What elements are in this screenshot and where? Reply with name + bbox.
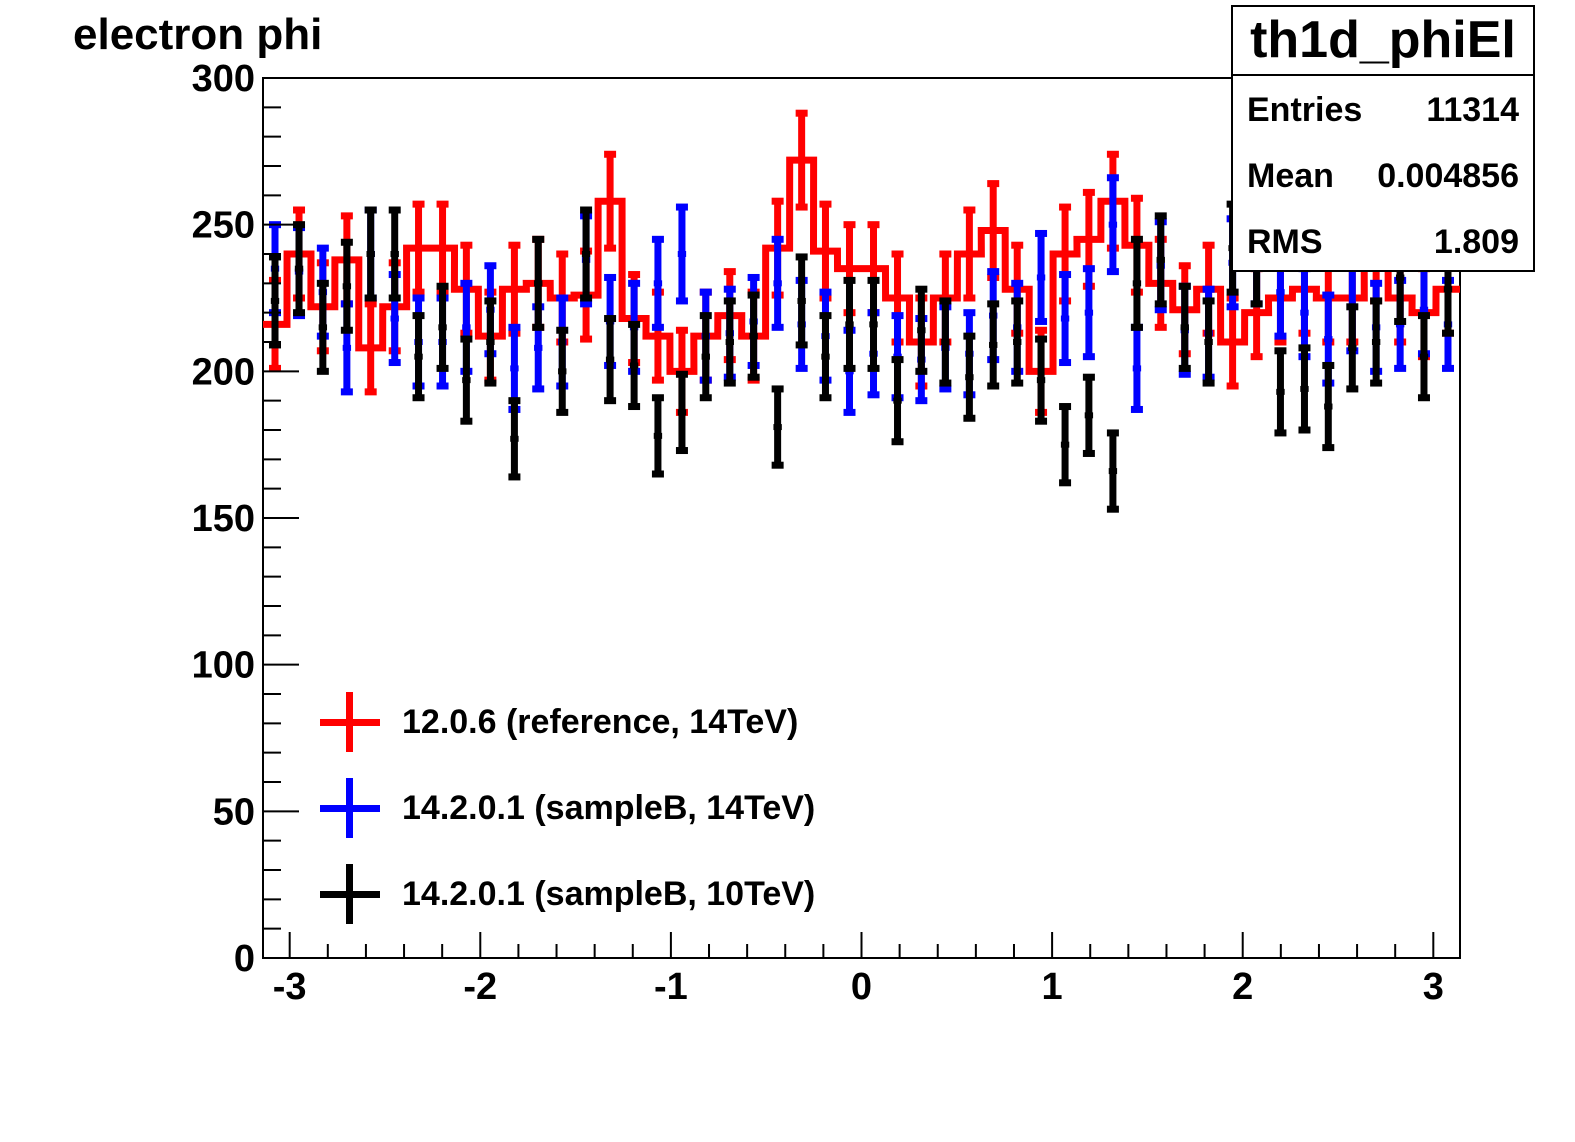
series-2-point	[867, 276, 880, 372]
series-0-point	[364, 300, 377, 396]
series-2-point	[939, 297, 952, 387]
stats-histogram-name: th1d_phiEl	[1233, 7, 1533, 76]
series-2-point	[891, 356, 904, 446]
series-1-point	[651, 235, 664, 331]
series-2-point	[460, 335, 473, 425]
stats-mean-value: 0.004856	[1377, 157, 1519, 195]
series-2-point	[316, 279, 329, 375]
series-2-point	[436, 282, 449, 372]
x-tick-label: 2	[1232, 966, 1253, 1008]
legend-label-black: 14.2.0.1 (sampleB, 10TeV)	[402, 874, 816, 913]
series-2-point	[269, 253, 282, 349]
chart-title: electron phi	[73, 10, 323, 59]
series-2-point	[1154, 212, 1167, 308]
series-1-point	[675, 203, 688, 305]
x-tick-label: 0	[851, 966, 872, 1008]
axis-layer: 0 50 100 150 200 250 300 -3 -2 -1 0 1 2 3	[192, 58, 1444, 1008]
series-2-point	[1011, 297, 1024, 387]
series-2-point	[1130, 235, 1143, 331]
y-tick-label: 50	[213, 791, 255, 833]
legend-marker-black	[320, 864, 380, 924]
x-tick-label: -3	[273, 966, 307, 1008]
series-2-point	[340, 238, 353, 334]
series-2-point	[963, 332, 976, 422]
series-2-point	[556, 326, 569, 416]
series-2-point	[675, 370, 688, 455]
series-2	[269, 200, 1454, 513]
stats-row-mean: Mean 0.004856	[1233, 142, 1533, 208]
series-2-point	[412, 312, 425, 402]
x-tick-label: 3	[1423, 966, 1444, 1008]
legend-entry-blue: 14.2.0.1 (sampleB, 14TeV)	[320, 778, 815, 838]
series-1-point	[508, 323, 521, 413]
series-2-point	[1417, 312, 1430, 402]
legend-label-red: 12.0.6 (reference, 14TeV)	[402, 702, 799, 741]
series-2-point	[1346, 303, 1359, 393]
series-2-point	[795, 253, 808, 349]
x-tick-label: -2	[463, 966, 497, 1008]
series-2-point	[1370, 297, 1383, 387]
series-2-point	[1202, 297, 1215, 387]
stats-box: th1d_phiEl Entries 11314 Mean 0.004856 R…	[1231, 5, 1535, 272]
x-tick-label: -1	[654, 966, 688, 1008]
series-2-point	[1298, 344, 1311, 434]
legend-marker-blue	[320, 778, 380, 838]
x-tick-label: 1	[1042, 966, 1063, 1008]
series-2-point	[699, 312, 712, 402]
series-0-point	[795, 109, 808, 211]
series-2-point	[771, 385, 784, 469]
y-tick-label: 150	[192, 498, 255, 540]
series-2-point	[987, 300, 1000, 390]
legend-entry-red: 12.0.6 (reference, 14TeV)	[320, 692, 798, 752]
series-2-point	[843, 276, 856, 372]
series-1-point	[771, 235, 784, 331]
series-2-point	[364, 206, 377, 302]
series-2-point	[628, 320, 641, 411]
stats-rms-value: 1.809	[1433, 223, 1519, 261]
series-2-point	[1035, 335, 1048, 425]
series-layer	[263, 109, 1460, 513]
y-tick-label: 300	[192, 58, 255, 100]
series-2-point	[1178, 282, 1191, 372]
series-2-point	[1059, 403, 1072, 487]
stats-row-rms: RMS 1.809	[1233, 208, 1533, 274]
series-2-point	[1106, 429, 1119, 513]
series-2-point	[723, 297, 736, 387]
y-tick-label: 250	[192, 205, 255, 247]
series-2-point	[651, 394, 664, 478]
series-2-point	[508, 397, 521, 481]
legend-label-blue: 14.2.0.1 (sampleB, 14TeV)	[402, 788, 816, 827]
legend-marker-red	[320, 692, 380, 752]
y-tick-label: 100	[192, 645, 255, 687]
series-1-point	[1059, 271, 1072, 367]
stats-row-entries: Entries 11314	[1233, 76, 1533, 142]
series-1-point	[1106, 174, 1119, 276]
series-2-point	[604, 315, 617, 405]
series-2-point	[1082, 373, 1095, 457]
stats-mean-label: Mean	[1247, 157, 1334, 195]
series-2-point	[484, 297, 497, 387]
series-2-point	[1274, 347, 1287, 437]
series-1-point	[1035, 229, 1048, 325]
series-2-point	[532, 235, 545, 331]
series-0-point	[412, 200, 425, 296]
series-2-point	[580, 206, 593, 302]
series-2-point	[819, 312, 832, 402]
stats-entries-value: 11314	[1426, 91, 1519, 129]
series-0-point	[963, 206, 976, 302]
series-2-point	[388, 206, 401, 302]
series-2-point	[915, 285, 928, 375]
legend-entry-black: 14.2.0.1 (sampleB, 10TeV)	[320, 864, 815, 924]
y-tick-label: 0	[234, 938, 255, 980]
stats-rms-label: RMS	[1247, 223, 1323, 261]
series-2-point	[1322, 361, 1335, 452]
stats-entries-label: Entries	[1247, 91, 1363, 129]
series-1-point	[1130, 323, 1143, 413]
series-0-point	[604, 150, 617, 252]
series-1-point	[1082, 265, 1095, 361]
y-tick-label: 200	[192, 351, 255, 393]
series-2-point	[747, 291, 760, 381]
series-1-point	[1298, 265, 1311, 361]
